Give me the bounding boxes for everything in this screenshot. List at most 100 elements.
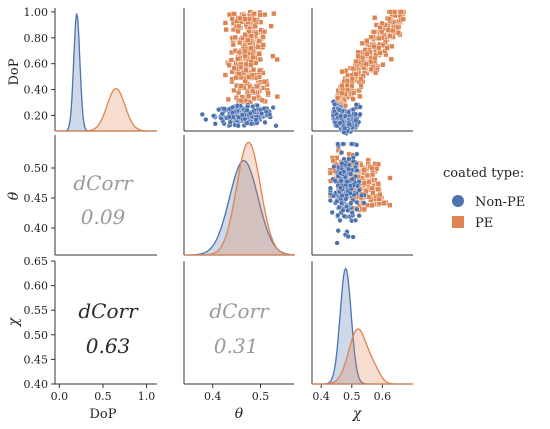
y-tick-label: 0.50	[24, 162, 49, 175]
kde-curve	[312, 328, 413, 385]
scatter-point-pe	[222, 72, 229, 78]
scatter-point-pe	[339, 69, 345, 75]
scatter-point-pe	[371, 29, 377, 35]
scatter-point-pe	[231, 11, 237, 17]
scatter-point-nonpe	[244, 107, 250, 113]
y-tick-label: 0.50	[24, 329, 49, 342]
scatter-point-nonpe	[354, 199, 360, 206]
scatter-point-pe	[226, 62, 232, 68]
scatter-point-pe	[256, 38, 262, 44]
scatter-point-nonpe	[221, 106, 227, 112]
scatter-point-pe	[243, 61, 249, 68]
scatter-point-pe	[255, 44, 261, 50]
scatter-point-nonpe	[339, 200, 345, 206]
scatter-point-pe	[369, 202, 375, 208]
scatter-point-nonpe	[212, 121, 218, 127]
scatter-point-nonpe	[348, 141, 355, 147]
scatter-point-pe	[344, 82, 350, 89]
scatter-point-pe	[377, 191, 383, 198]
scatter-point-nonpe	[229, 110, 236, 116]
scatter-point-nonpe	[342, 113, 348, 119]
scatter-point-pe	[369, 185, 375, 192]
scatter-point-pe	[257, 67, 263, 74]
legend-marker-nonpe	[452, 195, 464, 207]
scatter-point-pe	[359, 40, 365, 47]
scatter-point-nonpe	[337, 120, 343, 126]
scatter-point-nonpe	[357, 104, 363, 110]
scatter-point-nonpe	[343, 196, 349, 202]
scatter-point-pe	[357, 93, 363, 99]
scatter-point-nonpe	[350, 234, 356, 240]
scatter-point-pe	[236, 23, 242, 29]
scatter-point-pe	[238, 83, 244, 89]
scatter-point-nonpe	[349, 176, 356, 182]
scatter-point-pe	[242, 16, 248, 22]
y-tick-label: 0.40	[24, 378, 49, 391]
dcorr-annotation-theta-dop: dCorr 0.09	[73, 171, 134, 229]
scatter-point-nonpe	[354, 142, 360, 148]
scatter-point-pe	[345, 72, 351, 78]
scatter-point-pe	[257, 56, 263, 63]
y-tick-label: 0.60	[24, 280, 49, 293]
scatter-point-nonpe	[226, 114, 232, 120]
legend: coated type: Non-PE PE	[443, 166, 525, 231]
y-tick-label: 1.00	[24, 6, 49, 19]
scatter-point-nonpe	[199, 111, 205, 118]
scatter-point-nonpe	[340, 141, 346, 147]
scatter-point-pe	[364, 172, 370, 179]
scatter-point-pe	[235, 89, 242, 96]
scatter-point-pe	[260, 34, 266, 40]
scatter-point-nonpe	[203, 116, 209, 123]
scatter-point-pe	[252, 23, 258, 30]
scatter-point-pe	[387, 202, 393, 208]
scatter-point-nonpe	[344, 179, 350, 185]
scatter-point-pe	[344, 87, 351, 93]
scatter-point-pe	[251, 17, 258, 23]
scatter-point-pe	[261, 79, 268, 85]
scatter-point-pe	[358, 82, 364, 89]
scatter-point-pe	[369, 171, 376, 178]
legend-marker-pe	[452, 216, 464, 228]
scatter-point-pe	[376, 35, 382, 42]
scatter-point-pe	[245, 74, 252, 80]
scatter-point-pe	[222, 20, 229, 26]
scatter-point-pe	[261, 29, 268, 35]
scatter-point-pe	[238, 97, 244, 104]
scatter-point-nonpe	[354, 167, 360, 174]
scatter-point-pe	[375, 161, 382, 167]
scatter-point-pe	[229, 16, 235, 22]
panels: 0.20 0.40 0.60 0.80 1.00 0.40 0.45 0.50 0.40 0.45…	[24, 6, 413, 403]
scatter-point-nonpe	[253, 117, 259, 123]
scatter-point-pe	[366, 179, 372, 185]
scatter-point-pe	[371, 43, 377, 50]
scatter-point-pe	[395, 24, 401, 31]
scatter-point-nonpe	[341, 213, 347, 219]
scatter-point-pe	[368, 59, 374, 65]
dcorr-annotation-chi-dop: dCorr 0.63	[78, 299, 139, 358]
scatter-point-pe	[260, 42, 266, 48]
scatter-point-nonpe	[337, 170, 343, 176]
scatter-point-nonpe	[262, 119, 268, 126]
scatter-point-pe	[349, 76, 356, 82]
scatter-point-pe	[358, 76, 364, 82]
scatter-point-nonpe	[219, 111, 225, 117]
scatter-point-nonpe	[244, 120, 250, 126]
scatter-point-nonpe	[361, 200, 367, 206]
scatter-point-pe	[379, 20, 385, 27]
scatter-point-pe	[256, 51, 262, 57]
scatter-point-pe	[350, 96, 356, 102]
scatter-point-nonpe	[234, 103, 241, 109]
scatter-point-nonpe	[235, 123, 241, 129]
scatter-point-pe	[369, 165, 375, 171]
scatter-point-nonpe	[342, 125, 348, 131]
scatter-point-nonpe	[353, 111, 359, 117]
scatter-point-pe	[236, 71, 242, 77]
scatter-point-pe	[254, 83, 260, 90]
scatter-point-pe	[232, 34, 238, 41]
scatter-point-pe	[389, 43, 395, 50]
svg-text:0.09: 0.09	[81, 205, 126, 229]
scatter-point-pe	[248, 33, 255, 39]
svg-text:0.63: 0.63	[86, 334, 131, 358]
scatter-point-pe	[251, 95, 257, 102]
scatter-point-nonpe	[348, 171, 354, 177]
